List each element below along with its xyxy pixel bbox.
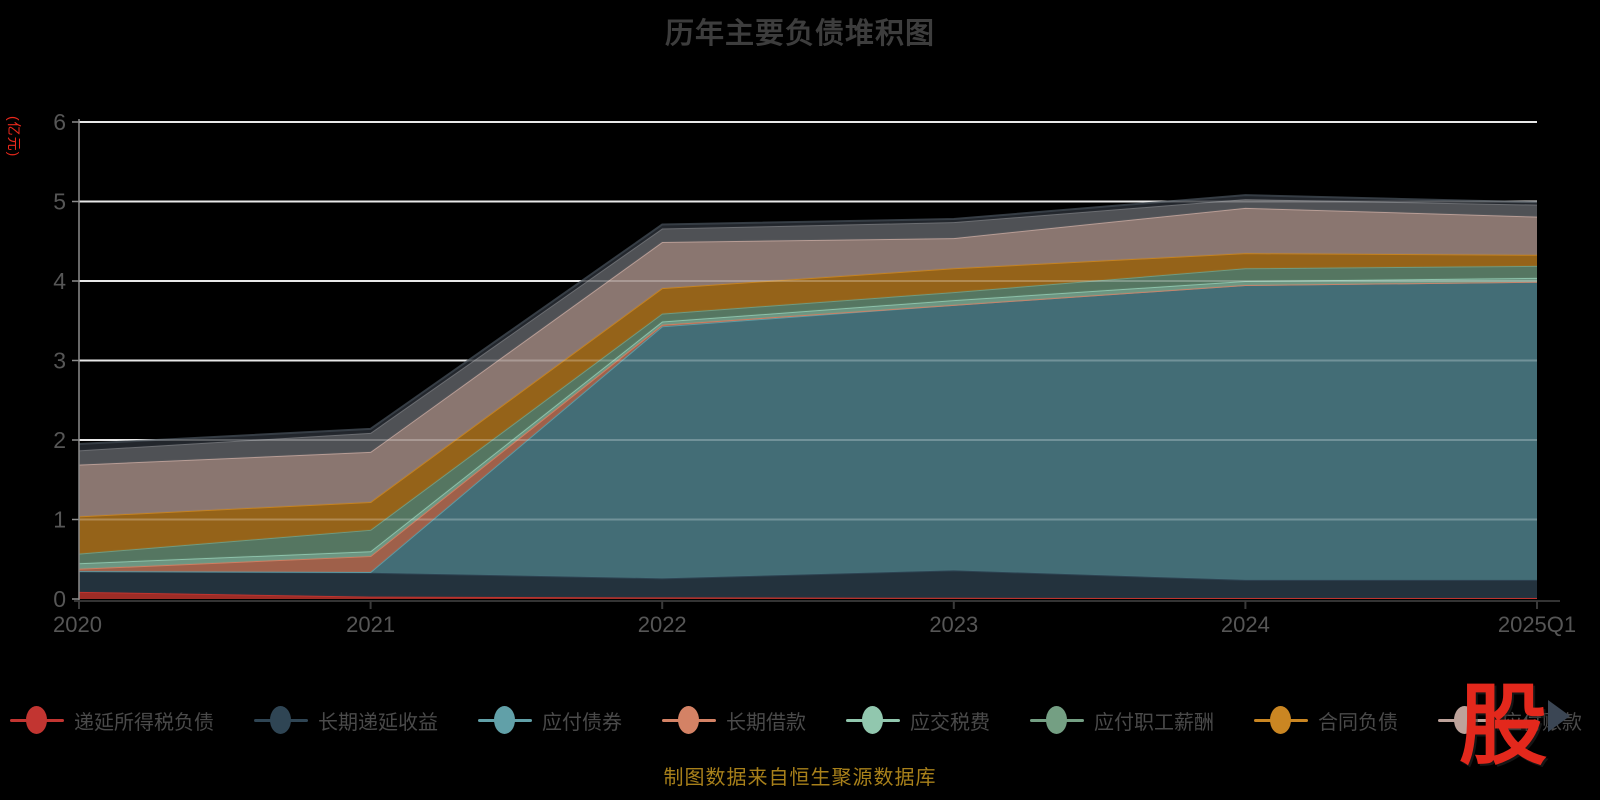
legend-next-icon[interactable] — [1548, 700, 1570, 732]
legend-line-dot-icon — [1030, 706, 1084, 734]
y-tick-label: 2 — [53, 427, 66, 453]
legend-line-dot-icon — [1438, 706, 1492, 734]
x-tick-label: 2024 — [1221, 612, 1270, 637]
y-tick-label: 5 — [53, 189, 66, 215]
line-series-10 — [78, 194, 1538, 445]
legend-item-2[interactable]: 长期递延收益 — [254, 706, 438, 735]
x-tick-label: 2023 — [929, 612, 978, 637]
legend-item-4[interactable]: 长期借款 — [662, 706, 806, 735]
legend: 递延所得税负债 长期递延收益 应付债券 长期借款 应交税费 应付职工薪酬 合同负债 应付账款 — [10, 702, 1590, 738]
legend-label: 合同负债 — [1318, 711, 1398, 734]
y-tick-label: 4 — [53, 268, 66, 294]
data-source-note: 制图数据来自恒生聚源数据库 — [663, 767, 937, 789]
x-tick-label: 2021 — [346, 612, 395, 637]
legend-label: 应付职工薪酬 — [1094, 711, 1214, 734]
legend-line-dot-icon — [254, 706, 308, 734]
area-series-8[interactable] — [79, 207, 1537, 517]
y-tick-label: 6 — [53, 109, 66, 135]
legend-line-dot-icon — [1254, 706, 1308, 734]
legend-line-dot-icon — [478, 706, 532, 734]
y-axis-unit-label: (亿元) — [6, 116, 22, 158]
x-tick-label: 2025Q1 — [1498, 612, 1576, 637]
area-series-7[interactable] — [79, 253, 1537, 554]
legend-item-5[interactable]: 应交税费 — [846, 706, 990, 735]
legend-label: 应付债券 — [542, 711, 622, 734]
legend-label: 长期递延收益 — [318, 711, 438, 734]
area-series-2[interactable] — [79, 570, 1537, 599]
legend-item-1[interactable]: 递延所得税负债 — [10, 706, 214, 735]
legend-item-6[interactable]: 应付职工薪酬 — [1030, 706, 1214, 735]
legend-label: 长期借款 — [726, 711, 806, 734]
legend-item-7[interactable]: 合同负债 — [1254, 706, 1398, 735]
legend-label: 应交税费 — [910, 711, 990, 734]
x-tick-label: 2022 — [638, 612, 687, 637]
brand-logo: 股 — [1458, 676, 1547, 775]
x-tick-label: 2020 — [53, 612, 102, 637]
area-series-5[interactable] — [79, 277, 1537, 569]
area-series-6[interactable] — [79, 265, 1537, 564]
legend-line-dot-icon — [10, 706, 64, 734]
y-tick-label: 3 — [53, 348, 66, 374]
legend-label: 递延所得税负债 — [74, 711, 214, 734]
chart-title: 历年主要负债堆积图 — [664, 18, 935, 50]
legend-item-3[interactable]: 应付债券 — [478, 706, 622, 735]
legend-line-dot-icon — [846, 706, 900, 734]
area-series-3[interactable] — [79, 281, 1537, 580]
legend-line-dot-icon — [662, 706, 716, 734]
y-tick-label: 1 — [53, 507, 66, 533]
y-tick-label: 0 — [53, 586, 66, 612]
area-series-9[interactable] — [79, 199, 1537, 465]
